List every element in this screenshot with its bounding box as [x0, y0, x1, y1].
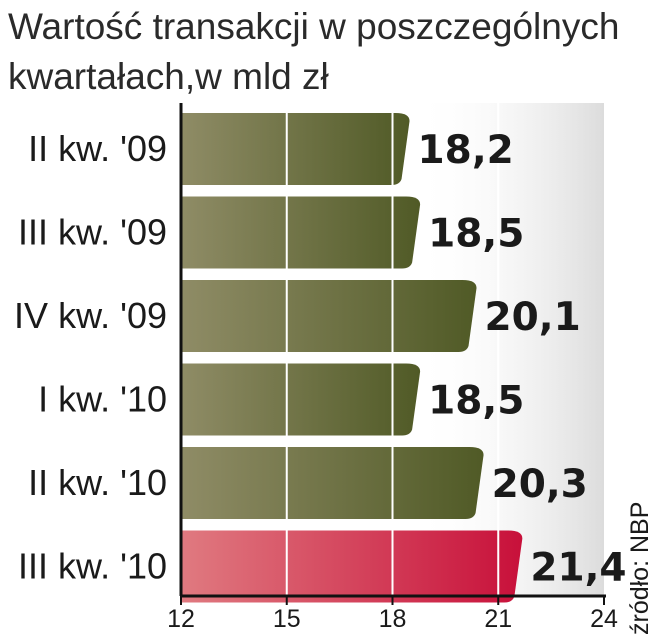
category-label: II kw. '10 [28, 462, 167, 503]
bar [181, 363, 421, 436]
x-tick-label: 21 [484, 605, 512, 633]
category-label: III kw. '09 [18, 212, 167, 253]
bar [181, 280, 477, 352]
category-label: II kw. '09 [28, 128, 167, 169]
category-label: III kw. '10 [18, 546, 167, 587]
value-label: 18,2 [418, 128, 514, 173]
x-tick-label: 12 [167, 605, 195, 633]
bar [181, 447, 484, 519]
category-label: I kw. '10 [38, 379, 167, 420]
bar [181, 196, 421, 269]
value-label: 18,5 [428, 379, 524, 424]
category-label: IV kw. '09 [14, 295, 167, 336]
value-label: 20,3 [492, 462, 588, 507]
source-note: źródło: NBP [626, 501, 654, 635]
chart-title: Wartość transakcji w poszczególnych kwar… [8, 6, 620, 97]
x-tick-label: 18 [379, 605, 407, 633]
x-tick-label: 24 [590, 605, 618, 633]
value-label: 20,1 [485, 295, 581, 340]
bar [181, 113, 410, 185]
x-tick-label: 15 [273, 605, 301, 633]
value-label-highlighted: 21,4 [530, 546, 626, 591]
bar-highlighted [181, 530, 523, 603]
value-label: 18,5 [428, 212, 524, 257]
